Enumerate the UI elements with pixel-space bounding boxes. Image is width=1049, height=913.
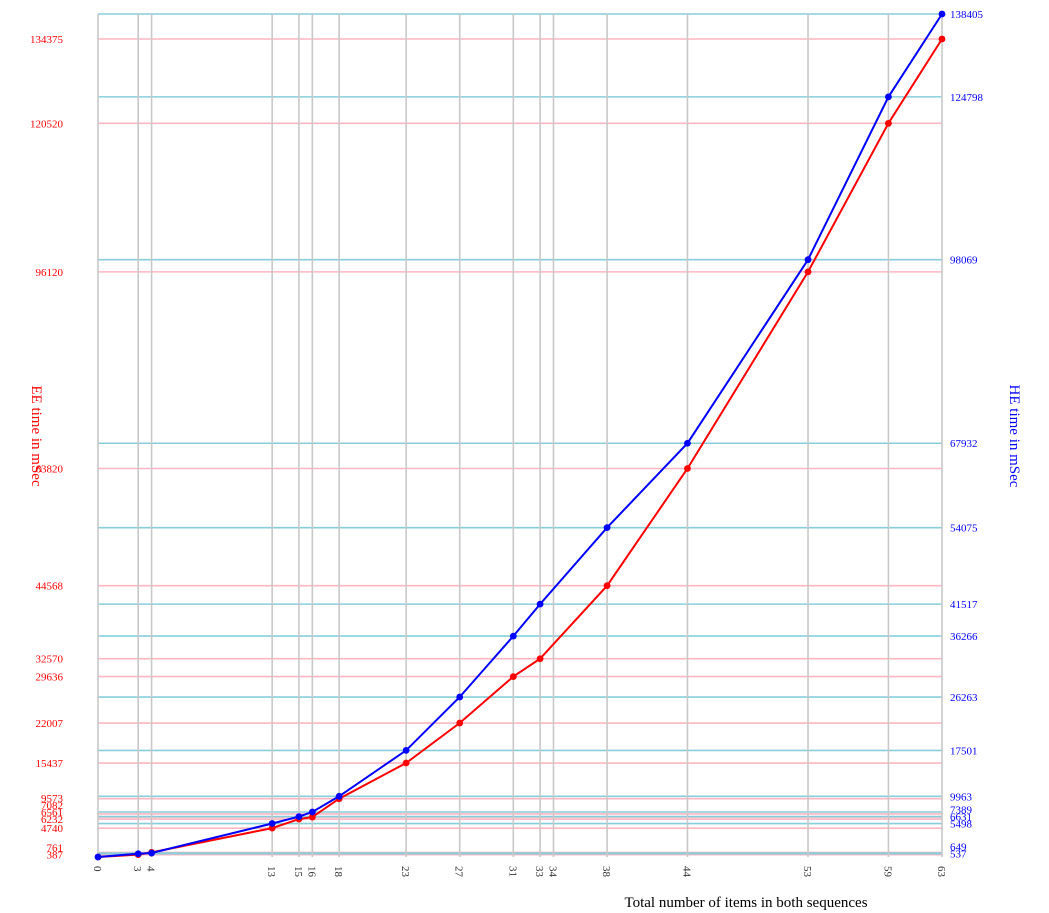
data-point [885,93,892,101]
left-tick-label: 96120 [36,267,64,279]
data-point [148,849,155,857]
x-tick-label: 0 [91,866,103,872]
right-tick-label: 6631 [950,812,972,824]
series-left [94,35,946,861]
right-tick-label: 124798 [950,92,984,104]
data-point [509,673,517,680]
x-tick-label: 34 [546,866,558,878]
left-tick-label: 7082 [41,800,63,812]
data-point [536,655,544,663]
data-point [402,759,410,767]
right-tick-label: 17501 [950,745,978,757]
right-tick-label: 138405 [950,9,984,21]
y-axis-label-right: HE time in mSec [1006,385,1022,488]
left-tick-label: 63820 [36,463,64,475]
left-tick-label: 4740 [41,823,64,835]
right-tick-label: 7389 [950,805,973,817]
data-point [308,808,316,816]
right-tick-labels: 138405 124798 98069 67932 54075 41517 36266 262… [950,9,984,861]
x-tick-label: 23 [399,866,411,878]
right-tick-label: 36266 [950,631,978,643]
left-tick-label: 6232 [41,814,63,826]
right-gridlines [98,13,942,855]
x-tick-label: 16 [305,866,317,878]
x-tick-label: 13 [265,866,277,878]
x-tick-label: 3 [131,866,143,872]
series-right [94,10,946,861]
left-gridlines [98,38,942,856]
x-tick-label: 53 [801,866,813,878]
right-tick-label: 26263 [950,692,978,704]
right-tick-label: 54075 [950,523,978,535]
right-tick-label: 41517 [950,599,978,611]
x-axis-label: Total number of items in both sequences [624,895,867,911]
data-point [134,850,142,858]
right-tick-label: 98069 [950,255,978,267]
data-point [684,439,691,447]
x-tick-label: 63 [935,866,947,878]
x-tick-label: 15 [292,866,304,878]
data-point [804,256,812,264]
left-tick-label: 22007 [36,718,64,730]
left-tick-label: 134375 [30,34,64,46]
x-tick-label: 33 [533,866,545,878]
x-tick-label: 38 [600,866,612,878]
right-tick-label: 9963 [950,791,973,803]
data-point [308,813,316,821]
series-line [97,38,943,858]
data-point [603,524,611,532]
data-point [456,719,464,727]
left-tick-label: 9573 [41,793,64,805]
data-point [402,747,410,754]
x-tick-labels: 0 3 4 13 15 16 18 23 27 31 33 34 38 44 53 59 63 [91,866,947,878]
right-tick-label: 67932 [950,438,978,450]
series-line [97,13,943,858]
right-tick-label: 649 [950,842,967,854]
x-tick-label: 59 [881,866,893,878]
data-point [938,35,946,43]
right-tick-label: 537 [950,849,967,861]
data-point [684,465,691,472]
data-point [94,853,102,861]
right-tick-label: 5498 [950,819,973,831]
x-tick-label: 18 [332,866,344,878]
x-tick-label: 27 [453,866,465,878]
data-point [335,792,343,800]
left-tick-label: 15437 [36,758,64,770]
left-tick-label: 29636 [36,672,64,684]
data-point [295,813,303,821]
data-point [885,119,892,127]
x-tick-label: 31 [506,866,518,877]
data-point [804,268,812,276]
data-point [456,693,464,701]
series-layer [94,10,946,861]
data-point [536,600,544,608]
data-point [268,820,276,827]
x-tick-label: 44 [680,866,692,878]
left-tick-label: 44568 [36,581,64,593]
data-point [509,632,517,640]
left-tick-label: 761 [47,843,64,855]
left-tick-label: 32570 [36,654,64,666]
x-gridlines [97,14,943,857]
left-tick-labels: 134375 120520 96120 63820 44568 32570 29636 220… [30,34,64,862]
y-axis-label-left: EE time in mSec [28,385,44,487]
left-tick-label: 6561 [41,807,63,819]
x-tick-label: 4 [145,866,157,872]
left-tick-label: 387 [47,850,64,862]
data-point [603,582,611,590]
left-tick-label: 120520 [30,118,64,130]
data-point [938,10,946,18]
